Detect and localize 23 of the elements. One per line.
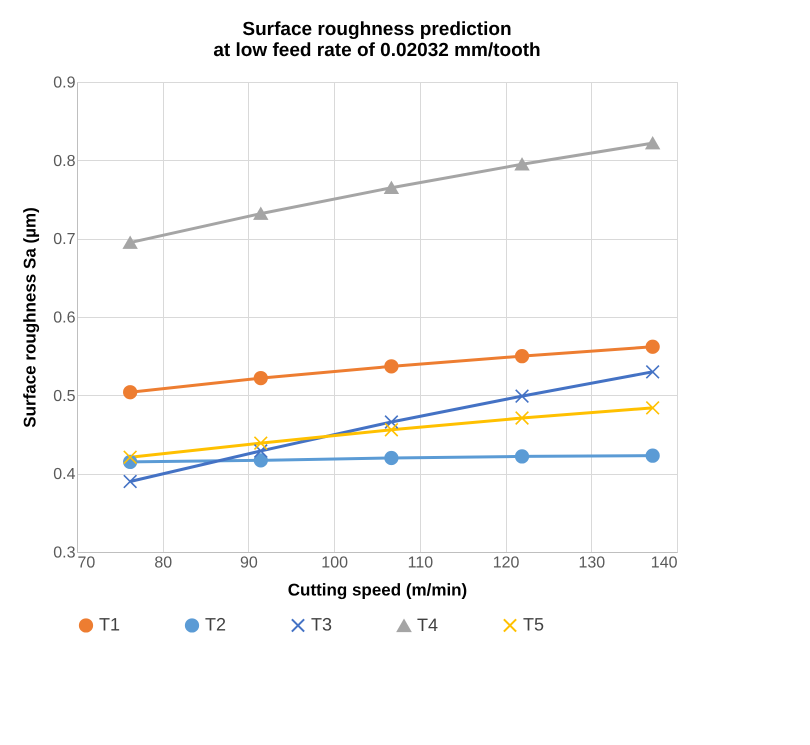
- legend-label: T4: [417, 614, 438, 635]
- x-tick-label: 100: [321, 554, 348, 572]
- y-tick-label: 0.8: [53, 152, 76, 170]
- y-tick-label: 0.4: [53, 466, 76, 484]
- y-tick-label: 0.7: [53, 231, 76, 248]
- y-tick-label: 0.3: [53, 544, 76, 562]
- y-tick-label: 0.6: [53, 310, 76, 326]
- x-axis-title: Cutting speed (m/min): [288, 580, 468, 600]
- x-tick-label: 130: [578, 554, 606, 572]
- x-tick-label: 140: [650, 554, 678, 572]
- x-tick-label: 80: [154, 554, 172, 572]
- legend-label: T3: [311, 614, 332, 634]
- y-tick-label: 0.5: [53, 388, 76, 405]
- x-tick-label: 110: [408, 554, 434, 572]
- legend-label: T5: [523, 614, 544, 634]
- x-tick-label: 120: [492, 554, 520, 572]
- x-tick-label: 90: [240, 554, 258, 572]
- x-tick-label: 70: [78, 554, 96, 572]
- chart-title: Surface roughness prediction at low feed rate of 0.02032 mm/tooth: [213, 19, 541, 61]
- y-axis-title: Surface roughness Sa (µm): [20, 207, 40, 428]
- legend-label: T1: [99, 614, 120, 634]
- y-tick-label: 0.9: [53, 74, 76, 92]
- legend-label: T2: [205, 614, 226, 634]
